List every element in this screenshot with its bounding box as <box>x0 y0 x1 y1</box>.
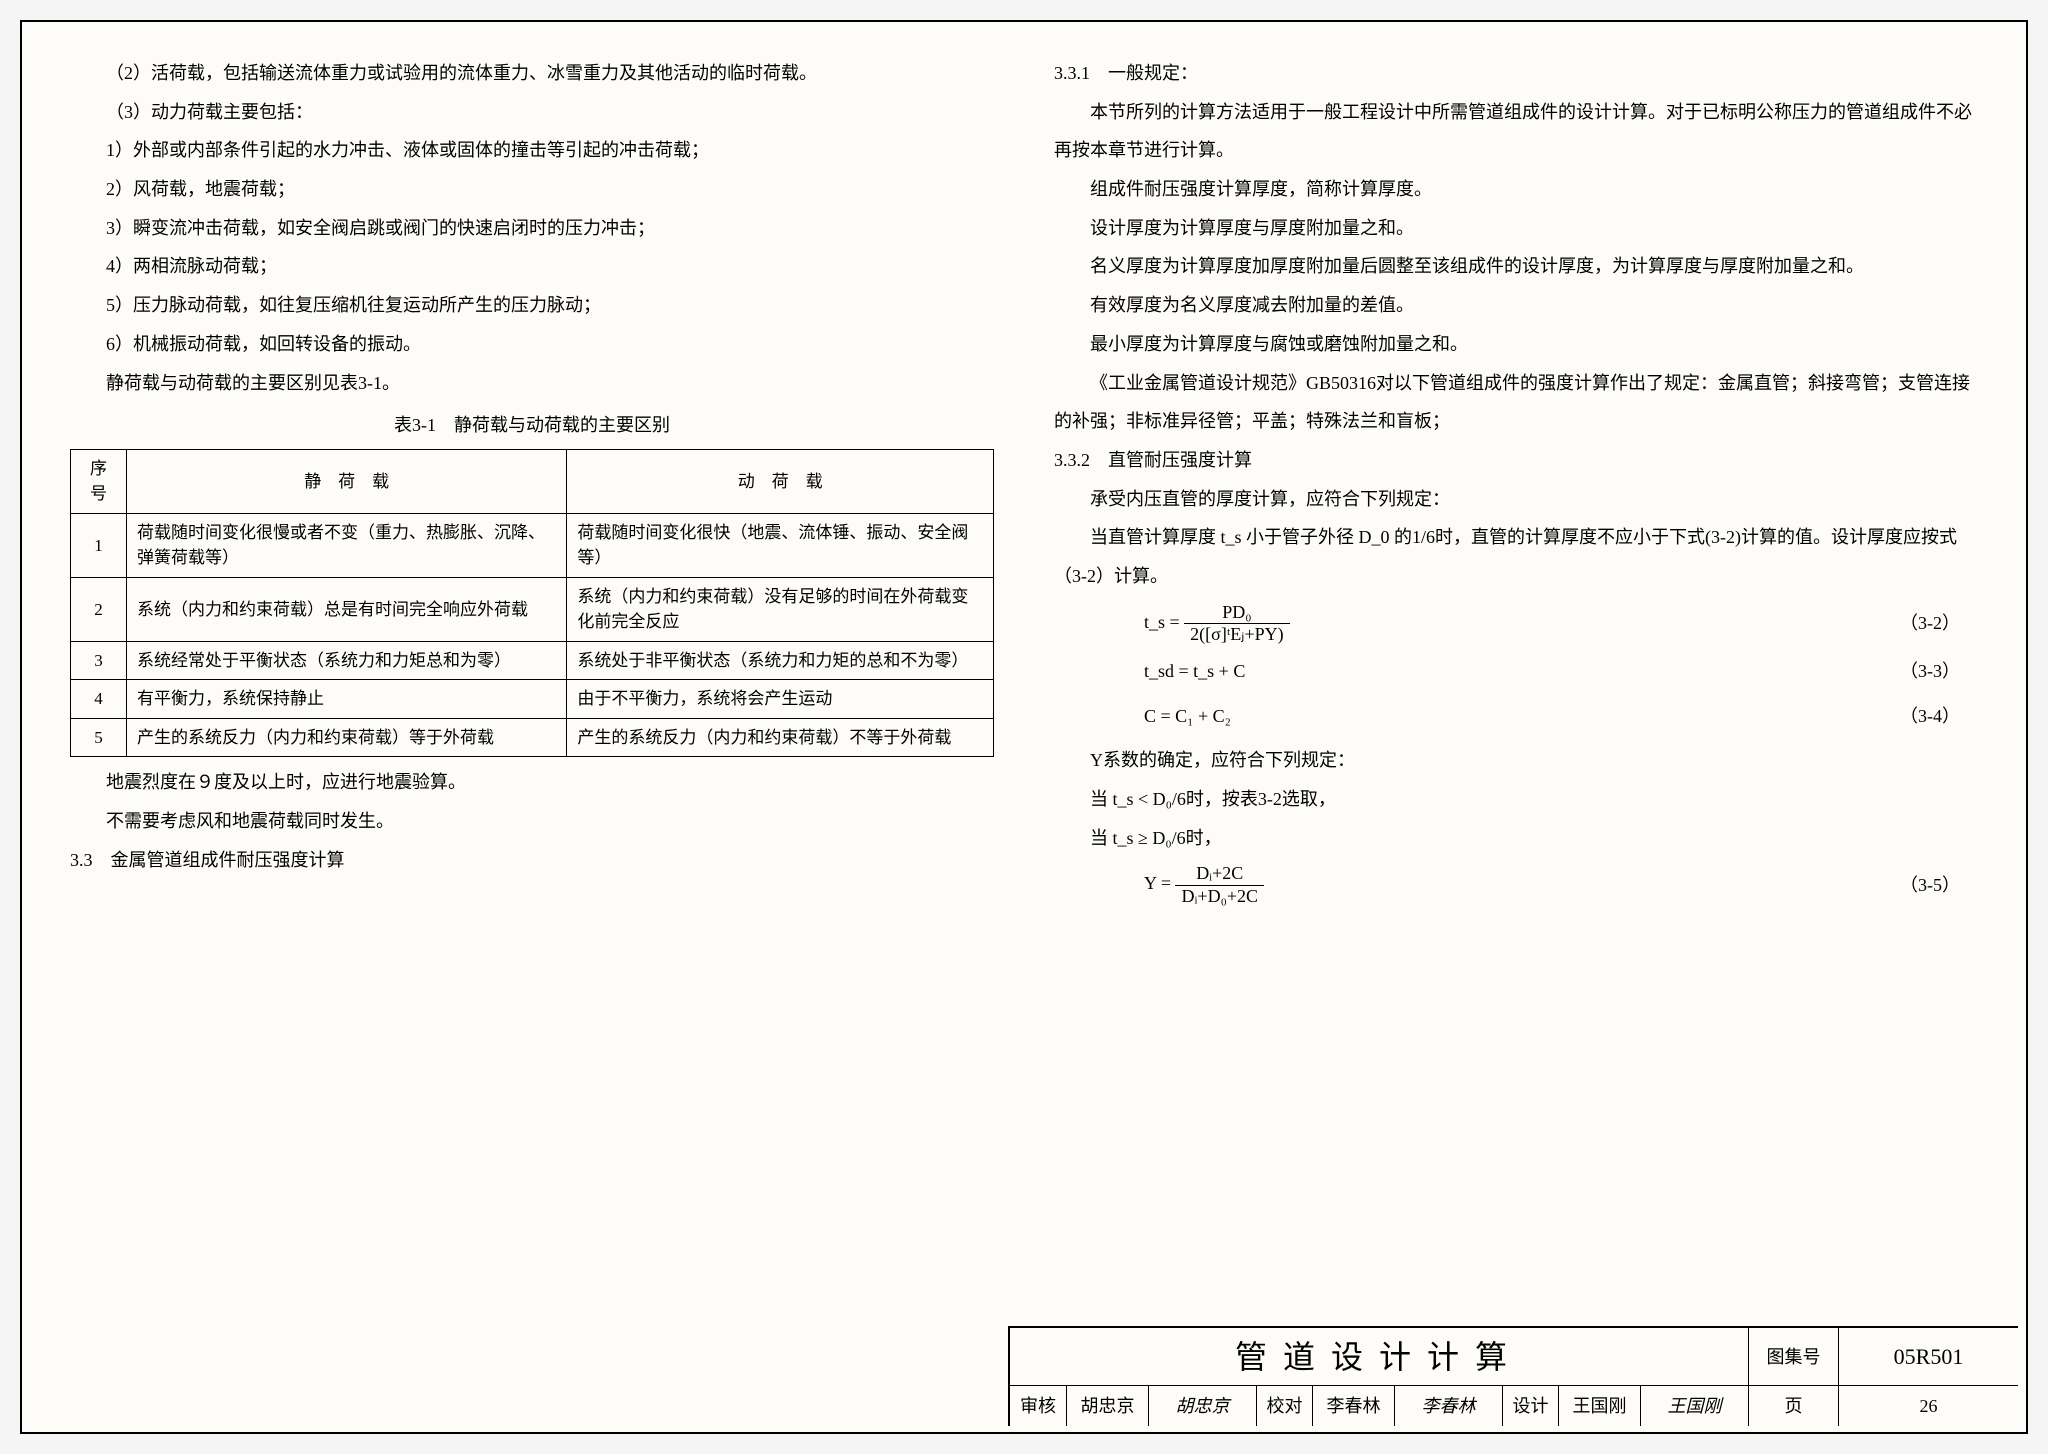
cell: 1 <box>71 513 127 577</box>
col-header: 动 荷 载 <box>567 449 994 513</box>
paragraph: （2）活荷载，包括输送流体重力或试验用的流体重力、冰雪重力及其他活动的临时荷载。 <box>70 54 994 93</box>
equation-3-3: t_sd = t_s + C （3-3） <box>1144 652 1978 691</box>
cell: 系统处于非平衡状态（系统力和力矩的总和不为零） <box>567 641 994 680</box>
paragraph: 不需要考虑风和地震荷载同时发生。 <box>70 802 994 841</box>
cell: 荷载随时间变化很慢或者不变（重力、热膨胀、沉降、弹簧荷载等） <box>127 513 567 577</box>
equation-3-4: C = C₁ + C₂ （3-4） <box>1144 697 1978 736</box>
equation-3-5: Y = Dᵢ+2C Dᵢ+D₀+2C （3-5） <box>1144 863 1978 907</box>
page-number: 26 <box>1838 1386 2018 1426</box>
formula-lhs: t_s = <box>1144 612 1180 632</box>
cell: 4 <box>71 680 127 719</box>
review-signature: 胡忠京 <box>1148 1386 1256 1426</box>
table-row: 4 有平衡力，系统保持静止 由于不平衡力，系统将会产生运动 <box>71 680 994 719</box>
col-header: 序 号 <box>71 449 127 513</box>
cell: 产生的系统反力（内力和约束荷载）等于外荷载 <box>127 718 567 757</box>
cell: 由于不平衡力，系统将会产生运动 <box>567 680 994 719</box>
two-column-layout: （2）活荷载，包括输送流体重力或试验用的流体重力、冰雪重力及其他活动的临时荷载。… <box>70 54 1978 1309</box>
table-3-1: 序 号 静 荷 载 动 荷 载 1 荷载随时间变化很慢或者不变（重力、热膨胀、沉… <box>70 449 994 758</box>
numerator: Dᵢ+2C <box>1175 863 1264 886</box>
equation-3-2: t_s = PD₀ 2([σ]ᵗEⱼ+PY) （3-2） <box>1144 602 1978 646</box>
list-item: 3）瞬变流冲击荷载，如安全阀启跳或阀门的快速启闭时的压力冲击； <box>70 209 994 248</box>
title-block-row2: 审核 胡忠京 胡忠京 校对 李春林 李春林 设计 王国刚 王国刚 页 26 <box>1010 1386 2018 1426</box>
list-item: 5）压力脉动荷载，如往复压缩机往复运动所产生的压力脉动； <box>70 286 994 325</box>
section-heading: 3.3 金属管道组成件耐压强度计算 <box>70 841 994 880</box>
list-item: 6）机械振动荷载，如回转设备的振动。 <box>70 325 994 364</box>
col-header: 静 荷 载 <box>127 449 567 513</box>
cell: 荷载随时间变化很快（地震、流体锤、振动、安全阀等） <box>567 513 994 577</box>
review-label: 审核 <box>1010 1386 1066 1426</box>
denominator: Dᵢ+D₀+2C <box>1175 886 1264 908</box>
equation-number: （3-5） <box>1900 866 1978 905</box>
design-signature: 王国刚 <box>1640 1386 1748 1426</box>
section-heading: 3.3.2 直管耐压强度计算 <box>1054 441 1978 480</box>
formula-lhs: Y = <box>1144 873 1171 893</box>
paragraph: 静荷载与动荷载的主要区别见表3-1。 <box>70 364 994 403</box>
paragraph: 承受内压直管的厚度计算，应符合下列规定： <box>1054 480 1978 519</box>
paragraph: （3）动力荷载主要包括： <box>70 93 994 132</box>
table-row: 1 荷载随时间变化很慢或者不变（重力、热膨胀、沉降、弹簧荷载等） 荷载随时间变化… <box>71 513 994 577</box>
left-column: （2）活荷载，包括输送流体重力或试验用的流体重力、冰雪重力及其他活动的临时荷载。… <box>70 54 994 1309</box>
formula-expr: Y = Dᵢ+2C Dᵢ+D₀+2C <box>1144 863 1264 907</box>
table-header-row: 序 号 静 荷 载 动 荷 载 <box>71 449 994 513</box>
table-row: 3 系统经常处于平衡状态（系统力和力矩总和为零） 系统处于非平衡状态（系统力和力… <box>71 641 994 680</box>
design-name: 王国刚 <box>1558 1386 1640 1426</box>
equation-number: （3-2） <box>1900 604 1978 643</box>
paragraph: 当 t_s ≥ D₀/6时， <box>1054 819 1978 858</box>
fraction: PD₀ 2([σ]ᵗEⱼ+PY) <box>1184 602 1289 646</box>
atlas-label: 图集号 <box>1748 1328 1838 1385</box>
atlas-number: 05R501 <box>1838 1328 2018 1385</box>
cell: 3 <box>71 641 127 680</box>
cell: 有平衡力，系统保持静止 <box>127 680 567 719</box>
right-column: 3.3.1 一般规定： 本节所列的计算方法适用于一般工程设计中所需管道组成件的设… <box>1054 54 1978 1309</box>
paragraph: 组成件耐压强度计算厚度，简称计算厚度。 <box>1054 170 1978 209</box>
paragraph: 名义厚度为计算厚度加厚度附加量后圆整至该组成件的设计厚度，为计算厚度与厚度附加量… <box>1054 247 1978 286</box>
paragraph: 本节所列的计算方法适用于一般工程设计中所需管道组成件的设计计算。对于已标明公称压… <box>1054 93 1978 170</box>
equation-number: （3-4） <box>1900 697 1978 736</box>
list-item: 4）两相流脉动荷载； <box>70 247 994 286</box>
paragraph: 最小厚度为计算厚度与腐蚀或磨蚀附加量之和。 <box>1054 325 1978 364</box>
document-page: （2）活荷载，包括输送流体重力或试验用的流体重力、冰雪重力及其他活动的临时荷载。… <box>20 20 2028 1434</box>
check-name: 李春林 <box>1312 1386 1394 1426</box>
formula-expr: t_sd = t_s + C <box>1144 652 1245 691</box>
denominator: 2([σ]ᵗEⱼ+PY) <box>1184 624 1289 646</box>
paragraph: 《工业金属管道设计规范》GB50316对以下管道组成件的强度计算作出了规定：金属… <box>1054 364 1978 441</box>
cell: 系统（内力和约束荷载）总是有时间完全响应外荷载 <box>127 577 567 641</box>
check-signature: 李春林 <box>1394 1386 1502 1426</box>
paragraph: 设计厚度为计算厚度与厚度附加量之和。 <box>1054 209 1978 248</box>
section-heading: 3.3.1 一般规定： <box>1054 54 1978 93</box>
paragraph: 地震烈度在９度及以上时，应进行地震验算。 <box>70 763 994 802</box>
numerator: PD₀ <box>1184 602 1289 625</box>
formula-expr: t_s = PD₀ 2([σ]ᵗEⱼ+PY) <box>1144 602 1290 646</box>
equation-number: （3-3） <box>1900 652 1978 691</box>
cell: 2 <box>71 577 127 641</box>
paragraph: 有效厚度为名义厚度减去附加量的差值。 <box>1054 286 1978 325</box>
design-label: 设计 <box>1502 1386 1558 1426</box>
cell: 产生的系统反力（内力和约束荷载）不等于外荷载 <box>567 718 994 757</box>
page-label: 页 <box>1748 1386 1838 1426</box>
table-row: 2 系统（内力和约束荷载）总是有时间完全响应外荷载 系统（内力和约束荷载）没有足… <box>71 577 994 641</box>
cell: 5 <box>71 718 127 757</box>
paragraph: 当直管计算厚度 t_s 小于管子外径 D_0 的1/6时，直管的计算厚度不应小于… <box>1054 518 1978 595</box>
fraction: Dᵢ+2C Dᵢ+D₀+2C <box>1175 863 1264 907</box>
paragraph: Y系数的确定，应符合下列规定： <box>1054 741 1978 780</box>
cell: 系统经常处于平衡状态（系统力和力矩总和为零） <box>127 641 567 680</box>
title-block: 管道设计计算 图集号 05R501 审核 胡忠京 胡忠京 校对 李春林 李春林 … <box>1008 1326 2018 1426</box>
list-item: 1）外部或内部条件引起的水力冲击、液体或固体的撞击等引起的冲击荷载； <box>70 131 994 170</box>
review-name: 胡忠京 <box>1066 1386 1148 1426</box>
cell: 系统（内力和约束荷载）没有足够的时间在外荷载变化前完全反应 <box>567 577 994 641</box>
table-row: 5 产生的系统反力（内力和约束荷载）等于外荷载 产生的系统反力（内力和约束荷载）… <box>71 718 994 757</box>
paragraph: 当 t_s < D₀/6时，按表3-2选取， <box>1054 780 1978 819</box>
formula-expr: C = C₁ + C₂ <box>1144 697 1231 736</box>
list-item: 2）风荷载，地震荷载； <box>70 170 994 209</box>
title-block-row1: 管道设计计算 图集号 05R501 <box>1010 1328 2018 1386</box>
document-title: 管道设计计算 <box>1010 1328 1748 1385</box>
check-label: 校对 <box>1256 1386 1312 1426</box>
table-caption: 表3-1 静荷载与动荷载的主要区别 <box>70 406 994 445</box>
